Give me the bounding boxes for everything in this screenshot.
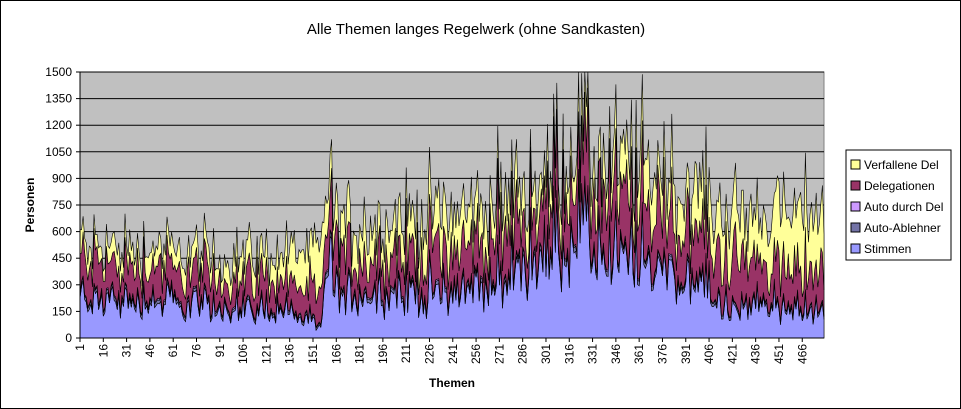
x-tick-label: 196 <box>376 344 390 364</box>
legend-swatch-auto_durch_del <box>850 201 861 212</box>
x-tick-label: 451 <box>772 344 786 364</box>
y-tick-label: 150 <box>52 304 72 318</box>
x-tick-label: 181 <box>353 344 367 364</box>
x-tick-label: 226 <box>422 344 436 364</box>
x-tick-label: 136 <box>283 344 297 364</box>
y-tick-label: 1350 <box>45 92 72 106</box>
x-tick-label: 466 <box>795 344 809 364</box>
x-tick-label: 256 <box>469 344 483 364</box>
x-tick-label: 121 <box>259 344 273 364</box>
legend-swatch-auto_ablehner <box>850 222 861 233</box>
y-tick-label: 0 <box>65 331 72 345</box>
chart-title: Alle Themen langes Regelwerk (ohne Sandk… <box>307 21 645 38</box>
legend-box <box>845 149 952 261</box>
y-tick-label: 1200 <box>45 118 72 132</box>
x-tick-label: 166 <box>329 344 343 364</box>
legend-swatch-stimmen <box>850 243 861 254</box>
y-tick-label: 1500 <box>45 65 72 79</box>
x-tick-label: 376 <box>655 344 669 364</box>
x-tick-label: 241 <box>446 344 460 364</box>
legend-label-auto_ablehner: Auto-Ablehner <box>864 221 941 235</box>
legend-swatch-verfallene_del <box>850 159 861 170</box>
legend-label-verfallene_del: Verfallene Del <box>864 158 939 172</box>
legend-swatch-delegationen <box>850 180 861 191</box>
x-tick-label: 421 <box>725 344 739 364</box>
x-tick-label: 346 <box>609 344 623 364</box>
x-tick-label: 436 <box>749 344 763 364</box>
y-axis-label: Personen <box>23 178 37 233</box>
x-tick-label: 106 <box>236 344 250 364</box>
x-tick-label: 91 <box>213 344 227 358</box>
x-tick-label: 286 <box>516 344 530 364</box>
x-tick-label: 76 <box>189 344 203 358</box>
x-tick-label: 331 <box>586 344 600 364</box>
x-tick-label: 361 <box>632 344 646 364</box>
x-tick-label: 406 <box>702 344 716 364</box>
x-axis-label: Themen <box>429 376 475 390</box>
x-tick-label: 271 <box>492 344 506 364</box>
y-tick-label: 300 <box>52 278 72 292</box>
x-tick-label: 61 <box>166 344 180 358</box>
x-tick-label: 1 <box>73 344 87 351</box>
y-tick-label: 450 <box>52 251 72 265</box>
legend: Verfallene Del Delegationen Auto durch Del… <box>845 149 952 261</box>
legend-label-auto_durch_del: Auto durch Del <box>864 200 943 214</box>
x-tick-label: 211 <box>399 344 413 363</box>
legend-label-stimmen: Stimmen <box>864 242 911 256</box>
x-tick-label: 16 <box>96 344 110 358</box>
y-tick-label: 900 <box>52 171 72 185</box>
x-tick-label: 301 <box>539 344 553 364</box>
x-tick-label: 151 <box>306 344 320 364</box>
y-tick-label: 600 <box>52 225 72 239</box>
plot-area: 0 150 300 450 600 750 900 1050 1200 1350 1500 1 16 31… <box>45 65 825 364</box>
series-area-verfallene_del <box>79 71 825 305</box>
x-tick-label: 31 <box>120 344 134 358</box>
x-tick-label: 316 <box>562 344 576 364</box>
y-tick-label: 750 <box>52 198 72 212</box>
x-tick-label: 46 <box>143 344 157 358</box>
y-tick-label: 1050 <box>45 145 72 159</box>
x-tick-label: 391 <box>679 344 693 364</box>
legend-label-delegationen: Delegationen <box>864 179 935 193</box>
